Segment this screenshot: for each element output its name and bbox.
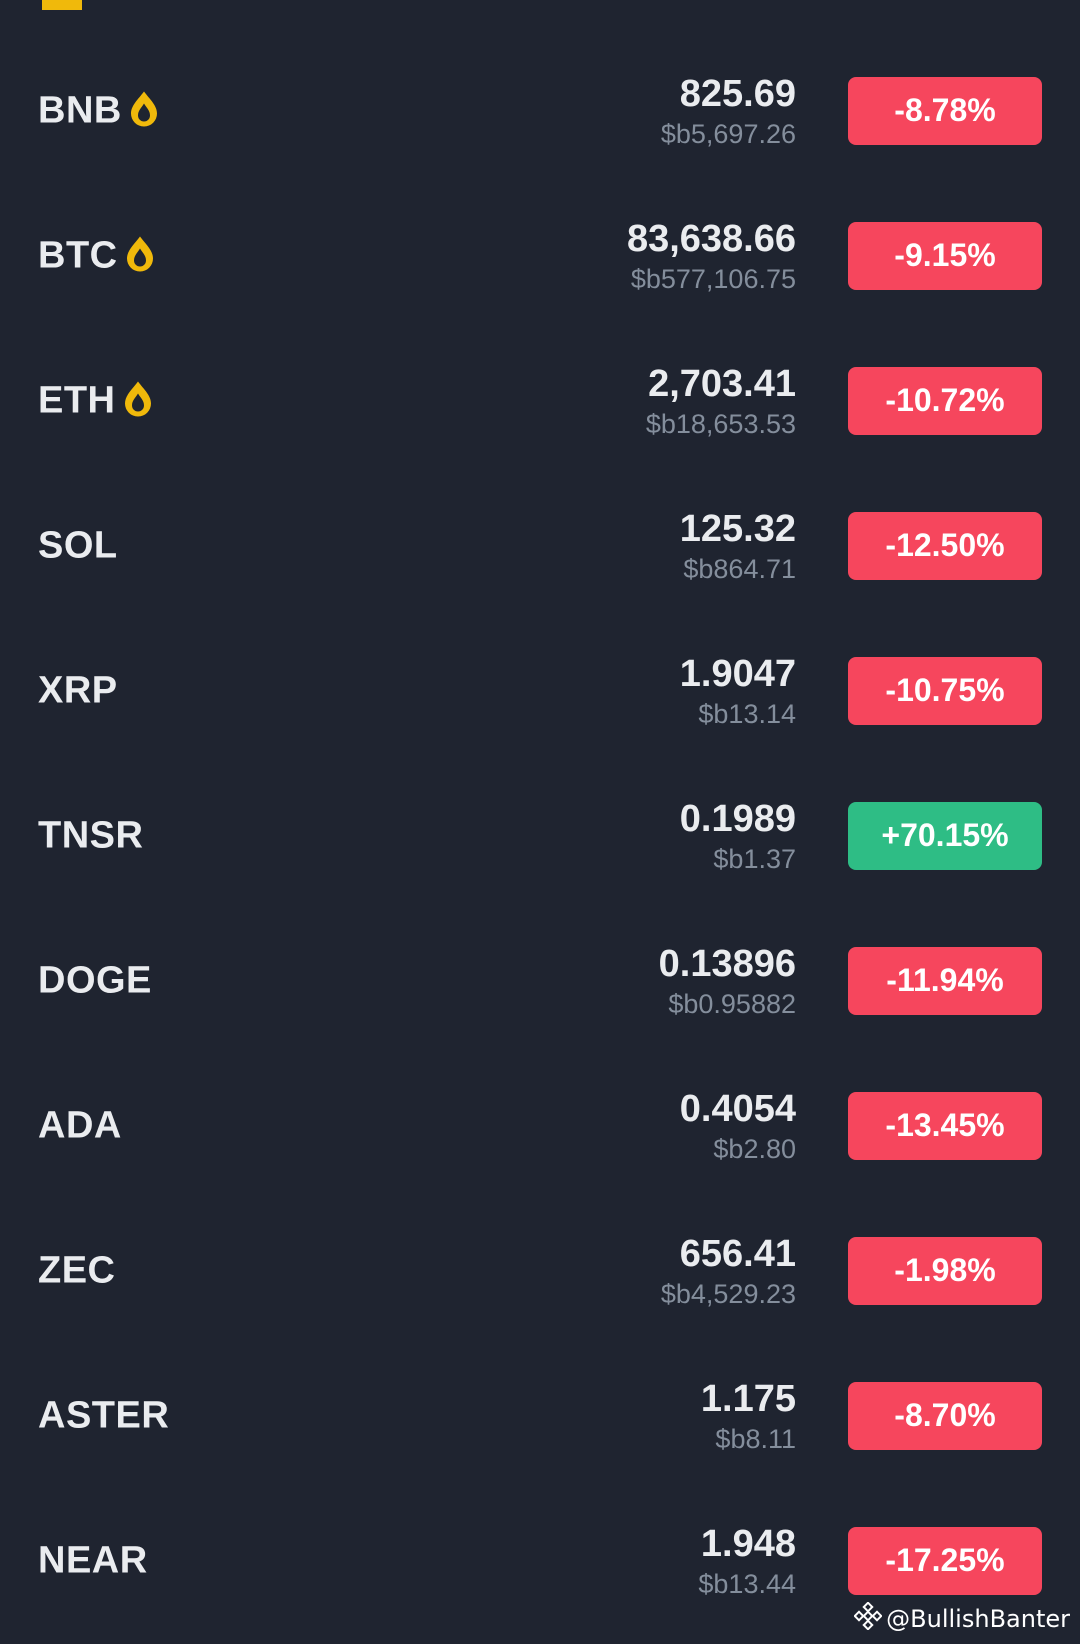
- symbol-group: ETH: [38, 379, 154, 422]
- watermark: @BullishBanter: [853, 1601, 1070, 1636]
- last-price: 0.4054: [679, 1087, 796, 1130]
- active-tab-indicator: [42, 0, 82, 10]
- change-badge[interactable]: -12.50%: [848, 511, 1042, 580]
- fiat-price: $b13.14: [698, 698, 796, 729]
- symbol-group: ASTER: [38, 1394, 169, 1437]
- market-row-xrp[interactable]: XRP 1.9047 $b13.14 -10.75%: [0, 618, 1080, 763]
- last-price: 125.32: [679, 507, 796, 550]
- symbol-label: TNSR: [38, 814, 144, 856]
- binance-logo-icon: [853, 1601, 883, 1636]
- last-price: 825.69: [679, 72, 796, 115]
- symbol-group: ZEC: [38, 1249, 116, 1292]
- price-block: 0.1989 $b1.37: [680, 796, 796, 876]
- price-block: 1.9047 $b13.14: [680, 651, 796, 731]
- price-block: 656.41 $b4,529.23: [661, 1231, 796, 1311]
- fire-icon: [128, 89, 160, 132]
- market-row-near[interactable]: NEAR 1.948 $b13.44 -17.25%: [0, 1488, 1080, 1633]
- symbol-label: SOL: [38, 524, 118, 566]
- symbol-label: ETH: [38, 379, 116, 421]
- fire-icon: [124, 234, 156, 277]
- price-block: 0.4054 $b2.80: [680, 1086, 796, 1166]
- fiat-price: $b13.44: [698, 1568, 796, 1599]
- market-row-doge[interactable]: DOGE 0.13896 $b0.95882 -11.94%: [0, 908, 1080, 1053]
- watermark-text: @BullishBanter: [886, 1605, 1070, 1633]
- symbol-label: ADA: [38, 1104, 122, 1146]
- market-row-aster[interactable]: ASTER 1.175 $b8.11 -8.70%: [0, 1343, 1080, 1488]
- symbol-label: XRP: [38, 669, 118, 711]
- symbol-group: BNB: [38, 89, 160, 132]
- price-block: 1.175 $b8.11: [701, 1376, 796, 1456]
- fiat-price: $b2.80: [713, 1133, 796, 1164]
- price-block: 2,703.41 $b18,653.53: [646, 361, 796, 441]
- price-block: 125.32 $b864.71: [680, 506, 796, 586]
- market-row-btc[interactable]: BTC 83,638.66 $b577,106.75 -9.15%: [0, 183, 1080, 328]
- price-block: 83,638.66 $b577,106.75: [627, 216, 796, 296]
- symbol-label: NEAR: [38, 1539, 148, 1581]
- symbol-label: DOGE: [38, 959, 152, 1001]
- symbol-group: TNSR: [38, 814, 143, 857]
- change-badge[interactable]: -11.94%: [848, 946, 1042, 1015]
- fiat-price: $b5,697.26: [660, 118, 796, 149]
- last-price: 1.9047: [679, 652, 796, 695]
- fiat-price: $b1.37: [713, 843, 796, 874]
- market-row-ada[interactable]: ADA 0.4054 $b2.80 -13.45%: [0, 1053, 1080, 1198]
- price-block: 1.948 $b13.44: [698, 1521, 796, 1601]
- symbol-label: BNB: [38, 89, 122, 131]
- symbol-group: BTC: [38, 234, 156, 277]
- fiat-price: $b0.95882: [668, 988, 796, 1019]
- symbol-group: SOL: [38, 524, 118, 567]
- symbol-group: NEAR: [38, 1539, 148, 1582]
- fiat-price: $b18,653.53: [645, 408, 796, 439]
- last-price: 83,638.66: [626, 217, 796, 260]
- market-row-zec[interactable]: ZEC 656.41 $b4,529.23 -1.98%: [0, 1198, 1080, 1343]
- fire-icon: [122, 379, 154, 422]
- market-row-bnb[interactable]: BNB 825.69 $b5,697.26 -8.78%: [0, 38, 1080, 183]
- last-price: 0.1989: [679, 797, 796, 840]
- market-row-eth[interactable]: ETH 2,703.41 $b18,653.53 -10.72%: [0, 328, 1080, 473]
- price-block: 0.13896 $b0.95882: [659, 941, 796, 1021]
- change-badge[interactable]: -17.25%: [848, 1526, 1042, 1595]
- symbol-label: ZEC: [38, 1249, 116, 1291]
- fiat-price: $b8.11: [715, 1423, 796, 1454]
- last-price: 656.41: [679, 1232, 796, 1275]
- change-badge[interactable]: -8.78%: [848, 76, 1042, 145]
- change-badge[interactable]: -10.75%: [848, 656, 1042, 725]
- change-badge[interactable]: -8.70%: [848, 1381, 1042, 1450]
- last-price: 2,703.41: [648, 362, 796, 405]
- symbol-label: ASTER: [38, 1394, 170, 1436]
- symbol-group: ADA: [38, 1104, 122, 1147]
- market-row-sol[interactable]: SOL 125.32 $b864.71 -12.50%: [0, 473, 1080, 618]
- change-badge[interactable]: -9.15%: [848, 221, 1042, 290]
- fiat-price: $b864.71: [683, 553, 796, 584]
- change-badge[interactable]: +70.15%: [848, 801, 1042, 870]
- symbol-group: XRP: [38, 669, 118, 712]
- symbol-group: DOGE: [38, 959, 152, 1002]
- last-price: 1.175: [700, 1377, 796, 1420]
- fiat-price: $b577,106.75: [630, 263, 796, 294]
- change-badge[interactable]: -10.72%: [848, 366, 1042, 435]
- last-price: 0.13896: [658, 942, 796, 985]
- price-block: 825.69 $b5,697.26: [661, 71, 796, 151]
- last-price: 1.948: [700, 1522, 796, 1565]
- change-badge[interactable]: -1.98%: [848, 1236, 1042, 1305]
- change-badge[interactable]: -13.45%: [848, 1091, 1042, 1160]
- market-row-tnsr[interactable]: TNSR 0.1989 $b1.37 +70.15%: [0, 763, 1080, 908]
- fiat-price: $b4,529.23: [660, 1278, 796, 1309]
- symbol-label: BTC: [38, 234, 118, 276]
